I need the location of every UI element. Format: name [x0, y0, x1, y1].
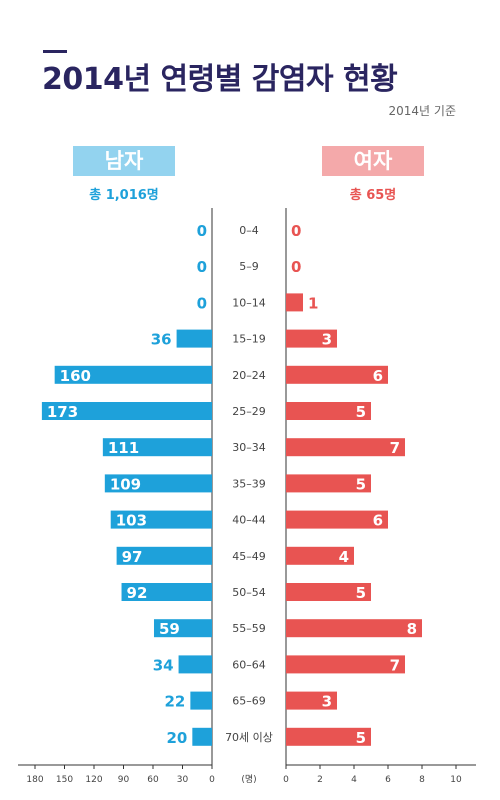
age-category-label: 70세 이상: [225, 731, 273, 744]
male-axis-tick-label: 30: [177, 775, 189, 785]
chart-subtitle: 2014년 기준: [388, 104, 456, 118]
male-axis-tick-label: 60: [147, 775, 159, 785]
female-axis-tick-label: 2: [317, 775, 323, 785]
female-bar: [286, 438, 405, 457]
female-value-label: 5: [356, 475, 366, 493]
male-axis-tick-label: 180: [26, 775, 43, 785]
male-axis-tick-label: 150: [56, 775, 73, 785]
female-axis-tick-label: 10: [450, 775, 462, 785]
male-value-label: 22: [164, 693, 185, 711]
age-category-label: 45–49: [232, 550, 266, 563]
male-bar: [121, 583, 212, 601]
female-value-label: 8: [407, 620, 417, 638]
male-value-label: 111: [108, 439, 139, 457]
male-bar: [153, 619, 212, 638]
male-value-label: 173: [47, 403, 78, 421]
female-value-label: 7: [390, 439, 400, 457]
female-bar: [286, 619, 422, 638]
female-value-label: 5: [356, 403, 366, 421]
age-category-label: 5–9: [239, 260, 259, 273]
male-value-label: 0: [197, 222, 207, 240]
female-bar: [286, 293, 303, 312]
female-axis-tick-label: 0: [283, 775, 289, 785]
title-accent-bar: [43, 50, 67, 53]
male-bar: [176, 329, 212, 348]
male-value-label: 160: [60, 367, 91, 385]
female-value-label: 6: [373, 512, 383, 530]
age-category-label: 40–44: [232, 514, 266, 527]
female-legend-label: 여자: [322, 146, 424, 176]
age-category-label: 30–34: [232, 441, 266, 454]
female-bar: [286, 583, 371, 601]
female-value-label: 3: [322, 693, 332, 711]
age-category-label: 20–24: [232, 369, 266, 382]
female-value-label: 0: [291, 222, 301, 240]
age-category-label: 15–19: [232, 333, 266, 346]
male-bar: [192, 727, 212, 746]
female-axis-tick-label: 6: [385, 775, 391, 785]
age-category-label: 65–69: [232, 695, 266, 708]
male-legend-label: 남자: [73, 146, 175, 176]
age-category-label: 60–64: [232, 658, 266, 671]
male-bar: [41, 402, 213, 420]
female-bar: [286, 691, 337, 710]
female-bar: [286, 727, 371, 746]
female-bar: [286, 365, 388, 384]
female-value-label: 5: [356, 729, 366, 747]
age-category-label: 50–54: [232, 586, 266, 599]
male-axis-tick-label: 120: [85, 775, 102, 785]
male-bar: [190, 691, 212, 710]
female-total-label: 총 65명: [349, 188, 397, 203]
chart-title: 2014년 연령별 감염자 현황: [42, 62, 398, 97]
male-value-label: 109: [110, 475, 141, 493]
female-bar: [286, 474, 371, 493]
age-category-label: 10–14: [232, 296, 266, 309]
female-value-label: 1: [308, 294, 318, 312]
female-bar: [286, 510, 388, 529]
female-value-label: 5: [356, 584, 366, 602]
female-bar: [286, 655, 405, 674]
male-bar: [116, 546, 212, 565]
male-value-label: 97: [122, 548, 143, 566]
male-axis-tick-label: 0: [209, 775, 215, 785]
female-value-label: 7: [390, 656, 400, 674]
male-value-label: 0: [197, 258, 207, 276]
female-bar: [286, 329, 337, 348]
age-category-label: 55–59: [232, 622, 266, 635]
male-value-label: 103: [116, 512, 147, 530]
age-category-label: 0–4: [239, 224, 259, 237]
female-value-label: 0: [291, 258, 301, 276]
axis-unit-label: (명): [241, 774, 256, 785]
male-bar: [54, 365, 212, 384]
male-bar: [104, 474, 212, 493]
male-bar: [178, 655, 212, 674]
male-value-label: 59: [159, 620, 180, 638]
age-category-label: 25–29: [232, 405, 266, 418]
male-total-label: 총 1,016명: [89, 188, 159, 203]
female-bar: [286, 402, 371, 420]
female-value-label: 3: [322, 331, 332, 349]
female-axis-tick-label: 4: [351, 775, 357, 785]
male-value-label: 0: [197, 294, 207, 312]
male-bar: [102, 438, 212, 457]
male-value-label: 20: [166, 729, 187, 747]
female-bar: [286, 546, 354, 565]
female-axis-tick-label: 8: [419, 775, 425, 785]
female-value-label: 6: [373, 367, 383, 385]
male-value-label: 92: [127, 584, 148, 602]
male-bar: [110, 510, 212, 529]
male-value-label: 34: [153, 656, 174, 674]
female-value-label: 4: [339, 548, 349, 566]
age-category-label: 35–39: [232, 477, 266, 490]
male-value-label: 36: [151, 331, 172, 349]
male-axis-tick-label: 90: [118, 775, 130, 785]
